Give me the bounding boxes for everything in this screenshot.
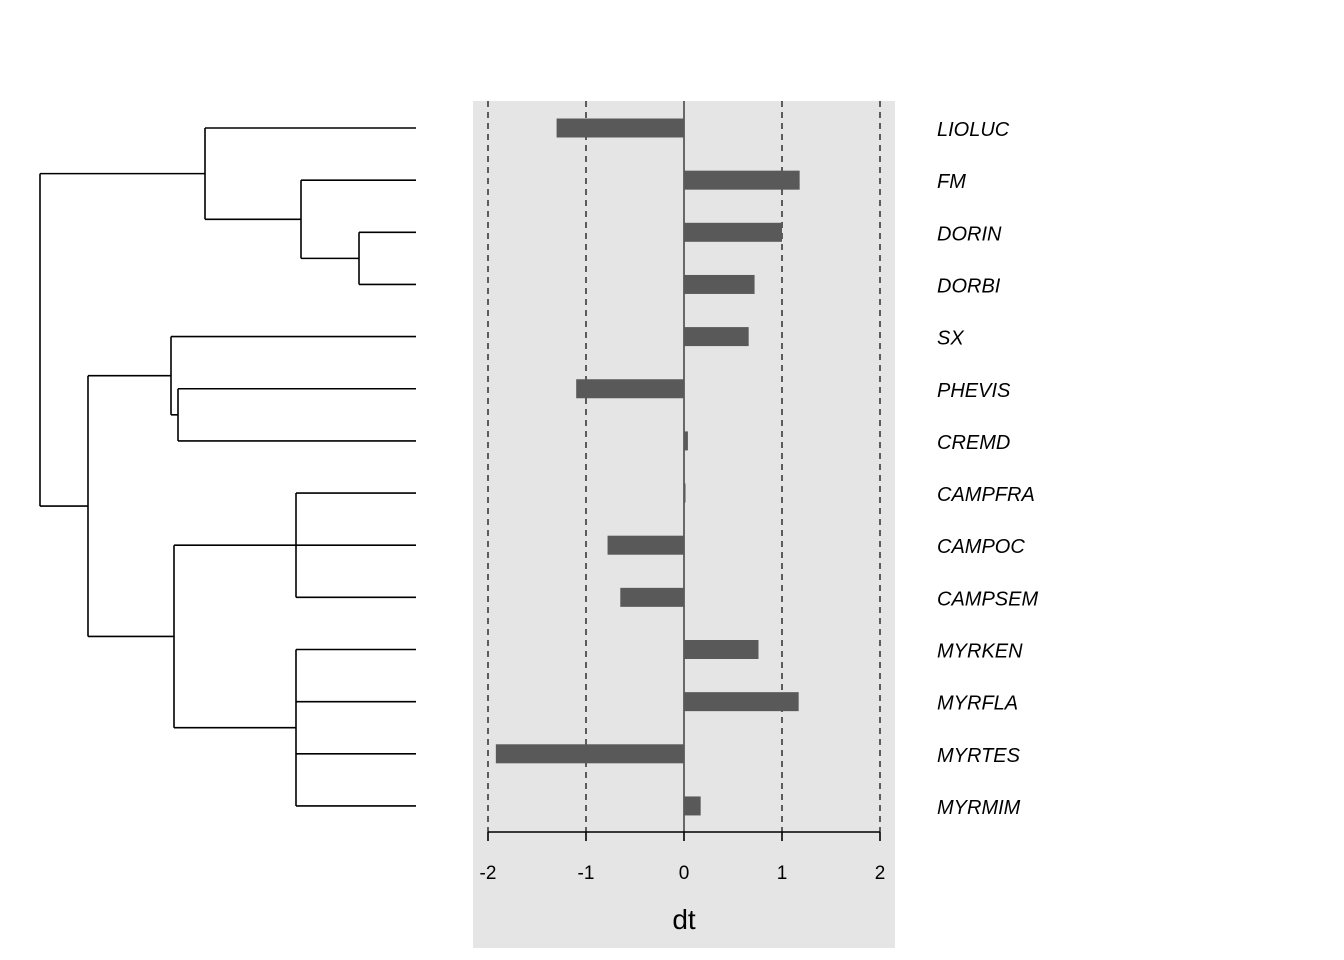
x-axis-title: dt xyxy=(672,904,696,935)
taxon-label: CREMD xyxy=(937,432,1010,454)
taxon-label: MYRFLA xyxy=(937,693,1018,715)
tick-label: 0 xyxy=(679,863,690,884)
taxon-label: SX xyxy=(937,328,964,350)
taxon-labels: LIOLUC FM DORIN DORBI SX PHEVIS CREMD CAMPFRA CA… xyxy=(937,119,1038,819)
taxon-label: MYRTES xyxy=(937,745,1021,767)
bar xyxy=(684,692,799,712)
taxon-label: CAMPSEM xyxy=(937,588,1038,610)
bar xyxy=(576,379,684,399)
bar xyxy=(684,431,688,451)
tick-label: 2 xyxy=(875,863,886,884)
bar xyxy=(684,796,701,816)
bars xyxy=(495,118,800,816)
taxon-label: DORIN xyxy=(937,223,1002,245)
phylogenetic-tree xyxy=(39,127,416,807)
bar xyxy=(684,170,800,190)
taxon-label: PHEVIS xyxy=(937,380,1011,402)
bar xyxy=(684,274,755,294)
taxon-label: CAMPOC xyxy=(937,536,1025,558)
bar xyxy=(684,640,759,659)
x-axis-ticks: -2 -1 0 1 2 xyxy=(480,832,886,884)
taxon-label: MYRKEN xyxy=(937,641,1023,663)
bar xyxy=(684,222,782,242)
taxon-label: DORBI xyxy=(937,275,1001,297)
bar xyxy=(684,327,749,347)
tick-label: -2 xyxy=(480,863,497,884)
bar xyxy=(620,587,684,607)
bar xyxy=(607,535,684,555)
tick-label: 1 xyxy=(777,863,788,884)
taxon-label: MYRMIM xyxy=(937,797,1021,819)
bar xyxy=(556,118,684,138)
taxon-label: LIOLUC xyxy=(937,119,1010,141)
tick-label: -1 xyxy=(578,863,595,884)
bar xyxy=(495,744,684,764)
taxon-label: FM xyxy=(937,171,966,193)
taxon-label: CAMPFRA xyxy=(937,484,1035,506)
bar xyxy=(684,483,686,503)
